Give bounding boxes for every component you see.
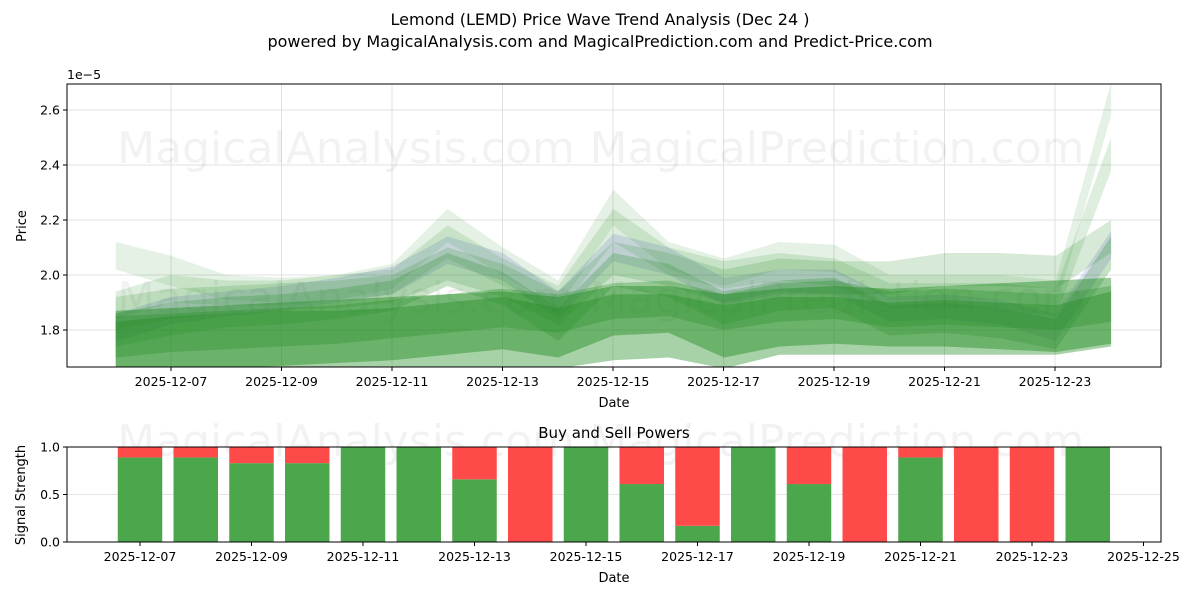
x-tick-label: 2025-12-23: [1019, 374, 1092, 389]
buy-bar: [786, 484, 832, 542]
sell-bar: [452, 447, 497, 480]
price-band: [115, 84, 1112, 308]
price-band: [115, 277, 1112, 367]
sell-bar: [508, 447, 553, 542]
buy-bar: [675, 525, 720, 542]
x-tick-label: 2025-12-17: [661, 549, 734, 564]
price-band: [115, 231, 1112, 341]
x-tick-label: 2025-12-11: [327, 549, 400, 564]
x-tick-label: 2025-12-11: [356, 374, 429, 389]
x-tick-label: 2025-12-19: [773, 549, 846, 564]
x-tick-label: 2025-12-19: [798, 374, 871, 389]
x-tick-label: 2025-12-15: [577, 374, 650, 389]
x-tick-label: 2025-12-25: [1107, 549, 1180, 564]
sell-bar: [1009, 447, 1055, 542]
main-grid: [67, 84, 1161, 367]
sell-bar: [229, 447, 274, 464]
bar-y-ticks: 0.0 0.5 1.0: [40, 440, 67, 550]
y-tick-label: 2.0: [40, 268, 60, 283]
signal-bars: [117, 447, 1110, 542]
sell-bar: [619, 447, 664, 485]
price-band: [115, 137, 1112, 319]
sell-bar: [285, 447, 330, 464]
x-tick-label: 2025-12-09: [245, 374, 318, 389]
y-tick-label: 0.0: [40, 535, 60, 550]
y-tick-label: 0.5: [40, 487, 60, 502]
x-tick-label: 2025-12-17: [687, 374, 760, 389]
buy-bar: [1065, 447, 1110, 542]
main-y-label: Price: [15, 210, 30, 242]
x-tick-label: 2025-12-09: [215, 549, 288, 564]
price-band: [115, 291, 1112, 367]
main-axes-frame: [66, 83, 1162, 368]
price-band: [115, 220, 1112, 330]
buy-bar: [173, 457, 218, 542]
buy-bar: [229, 463, 274, 542]
buy-bar: [285, 463, 330, 542]
watermark-prediction: MagicalPrediction.com: [590, 123, 1085, 174]
sell-bar: [786, 447, 832, 485]
sell-bar: [675, 447, 720, 526]
x-tick-label: 2025-12-07: [135, 374, 208, 389]
main-x-label: Date: [598, 396, 629, 411]
watermark-analysis: MagicalAnalysis.com: [117, 123, 575, 174]
watermark-prediction-2: MagicalPrediction.com: [590, 273, 1085, 324]
x-tick-label: 2025-12-21: [908, 374, 981, 389]
price-band: [115, 236, 1112, 350]
bar-x-label: Date: [598, 571, 629, 586]
sell-bar: [173, 447, 218, 458]
buy-bar: [563, 447, 609, 542]
buy-bar: [396, 447, 441, 542]
sell-bar: [117, 447, 163, 458]
bar-x-ticks: 2025-12-07 2025-12-09 2025-12-11 2025-12-13…: [104, 542, 1180, 564]
x-tick-label: 2025-12-15: [550, 549, 623, 564]
chart-title: Lemond (LEMD) Price Wave Trend Analysis …: [390, 10, 810, 29]
bar-y-label: Signal Strength: [14, 445, 29, 545]
y-tick-label: 1.0: [40, 440, 60, 455]
watermark-prediction-3: MagicalPrediction.com: [590, 416, 1085, 467]
main-y-ticks: 1.8 2.0 2.2 2.4 2.6: [40, 103, 67, 338]
buy-bar: [731, 447, 776, 542]
y-tick-label: 2.2: [40, 213, 60, 228]
buy-bar: [619, 484, 664, 542]
sell-bar: [842, 447, 887, 542]
y-tick-label: 1.8: [40, 323, 60, 338]
main-x-ticks: 2025-12-07 2025-12-09 2025-12-11 2025-12-13…: [135, 367, 1092, 389]
y-tick-label: 2.6: [40, 103, 60, 118]
x-tick-label: 2025-12-23: [996, 549, 1069, 564]
price-bands: [115, 84, 1112, 367]
buy-bar: [340, 447, 386, 542]
price-band: [115, 280, 1112, 358]
bar-chart-title: Buy and Sell Powers: [538, 424, 690, 442]
buy-bar: [117, 457, 163, 542]
y-scale-label: 1e−5: [67, 67, 101, 82]
x-tick-label: 2025-12-21: [884, 549, 957, 564]
buy-bar: [452, 479, 497, 542]
watermark-analysis-2: MagicalAnalysis.com: [117, 273, 575, 324]
buy-bar: [898, 457, 943, 542]
chart-subtitle: powered by MagicalAnalysis.com and Magic…: [267, 32, 933, 51]
sell-bar: [898, 447, 943, 458]
x-tick-label: 2025-12-13: [466, 374, 539, 389]
x-tick-label: 2025-12-07: [104, 549, 177, 564]
y-tick-label: 2.4: [40, 158, 60, 173]
sell-bar: [954, 447, 999, 542]
x-tick-label: 2025-12-13: [438, 549, 511, 564]
